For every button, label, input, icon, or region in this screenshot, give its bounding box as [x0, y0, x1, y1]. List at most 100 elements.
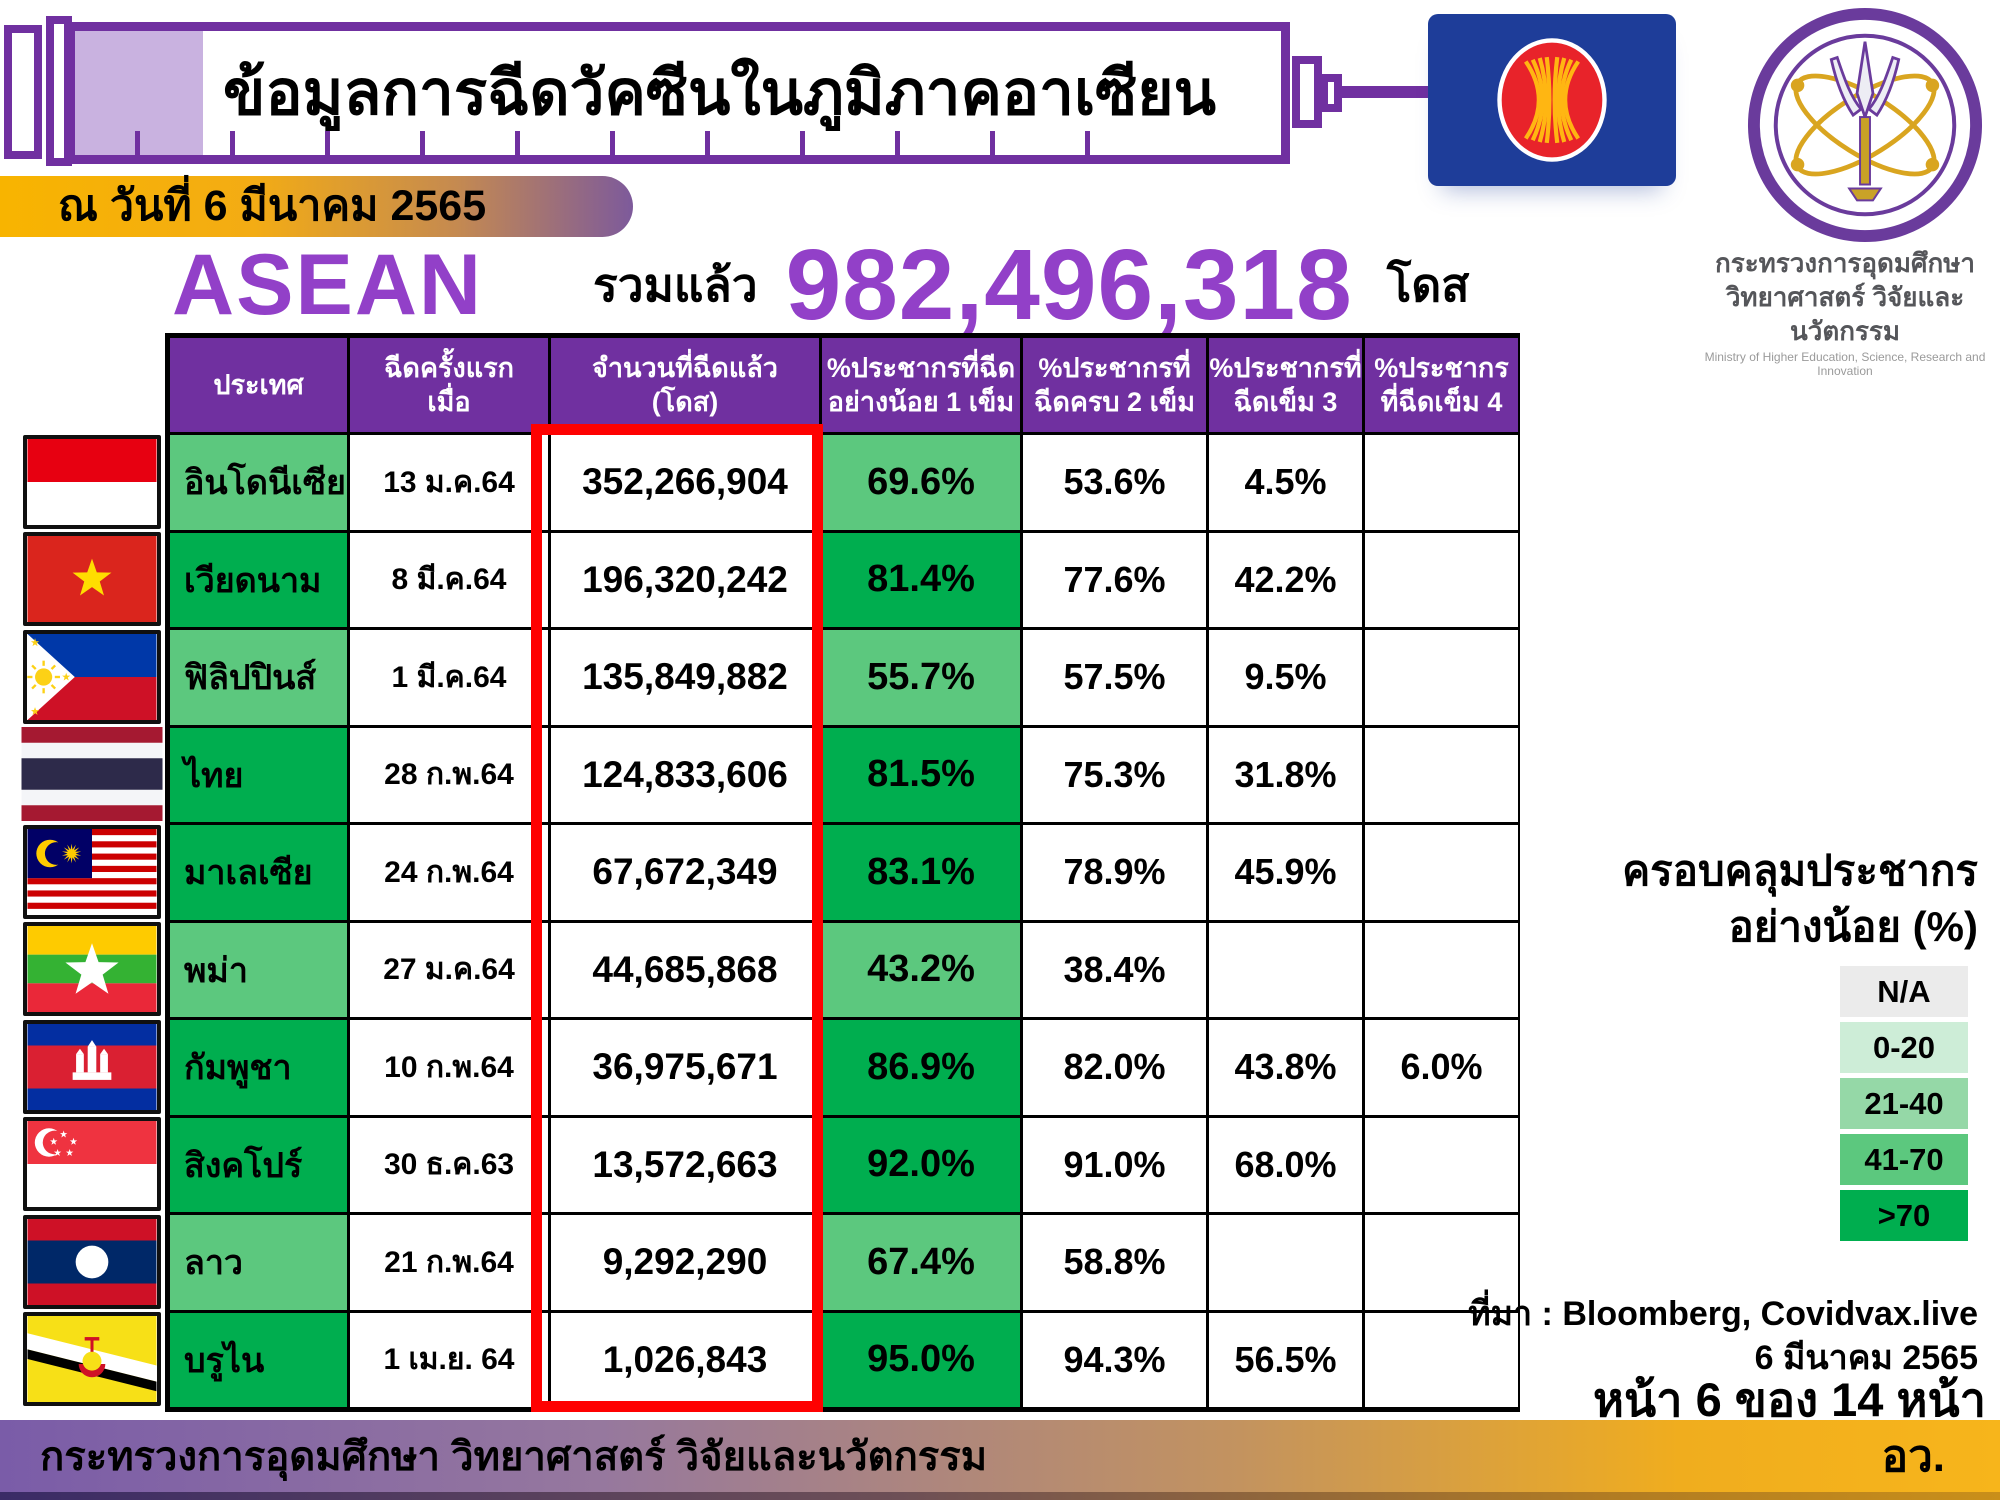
cell-country: ลาว: [170, 1215, 347, 1310]
cell-pct-1dose: 67.4%: [822, 1215, 1020, 1310]
cell-doses: 9,292,290: [551, 1215, 819, 1310]
cell-pct-3dose: 31.8%: [1209, 727, 1362, 822]
cell-pct-4dose: [1365, 1117, 1518, 1212]
cambodia-flag-icon: [22, 1018, 162, 1116]
cell-doses: 135,849,882: [551, 630, 819, 725]
cell-country: พม่า: [170, 922, 347, 1017]
cell-pct-4dose: [1365, 630, 1518, 725]
cell-first-date: 21 ก.พ.64: [350, 1215, 548, 1310]
asean-total-line: ASEAN รวมแล้ว 982,496,318 โดส: [172, 229, 1572, 341]
cell-doses: 352,266,904: [551, 435, 819, 530]
cell-pct-2dose: 57.5%: [1023, 630, 1206, 725]
cell-pct-2dose: 75.3%: [1023, 727, 1206, 822]
column-header-4: %ประชากรที่ ฉีดครบ 2 เข็ม: [1023, 338, 1206, 432]
legend-item-N/A: N/A: [1840, 966, 1968, 1017]
malaysia-flag: [23, 824, 161, 919]
legend-item-0-20: 0-20: [1840, 1022, 1968, 1073]
thailand-flag: [19, 727, 165, 822]
source-date: 6 มีนาคม 2565: [1754, 1339, 1978, 1377]
syringe-tick: [610, 131, 615, 155]
cell-pct-4dose: [1365, 825, 1518, 920]
cell-first-date: 28 ก.พ.64: [350, 727, 548, 822]
column-header-5: %ประชากรที่ ฉีดเข็ม 3: [1209, 338, 1362, 432]
cell-doses: 44,685,868: [551, 922, 819, 1017]
page-title: ข้อมูลการฉีดวัคซีนในภูมิภาคอาเซียน: [223, 59, 1216, 128]
cell-country: บรูไน: [170, 1312, 347, 1407]
total-prefix-label: รวมแล้ว: [593, 258, 758, 311]
myanmar-flag: [23, 922, 161, 1017]
syringe-needle-icon: [1340, 86, 1434, 98]
cell-pct-4dose: [1365, 532, 1518, 627]
syringe-tick: [420, 131, 425, 155]
total-doses-value: 982,496,318: [785, 228, 1353, 341]
legend-title-line2: อย่างน้อย (%): [1728, 903, 1978, 950]
cell-first-date: 30 ธ.ค.63: [350, 1117, 548, 1212]
cell-first-date: 1 มี.ค.64: [350, 630, 548, 725]
singapore-flag: [23, 1117, 161, 1212]
cell-pct-3dose: 4.5%: [1209, 435, 1362, 530]
as-of-date-badge: ณ วันที่ 6 มีนาคม 2565: [0, 176, 633, 237]
coverage-legend: N/A 0-20 21-40 41-70 >70: [1840, 966, 1968, 1246]
cell-pct-3dose: 68.0%: [1209, 1117, 1362, 1212]
legend-item-41-70: 41-70: [1840, 1134, 1968, 1185]
cell-pct-3dose: 56.5%: [1209, 1312, 1362, 1407]
cell-pct-1dose: 55.7%: [822, 630, 1020, 725]
cell-pct-1dose: 69.6%: [822, 435, 1020, 530]
cell-first-date: 13 ม.ค.64: [350, 435, 548, 530]
brunei-flag: [23, 1312, 161, 1407]
syringe-tick: [990, 131, 995, 155]
cell-country: เวียดนาม: [170, 532, 347, 627]
cell-pct-2dose: 77.6%: [1023, 532, 1206, 627]
syringe-plunger-rod-icon: [4, 25, 42, 159]
cell-pct-4dose: [1365, 922, 1518, 1017]
vietnam-flag: [23, 532, 161, 627]
cell-pct-3dose: [1209, 922, 1362, 1017]
cell-doses: 67,672,349: [551, 825, 819, 920]
cell-pct-2dose: 82.0%: [1023, 1020, 1206, 1115]
cell-country: กัมพูชา: [170, 1020, 347, 1115]
brunei-flag-icon: [22, 1311, 162, 1409]
ministry-name-th-line1: กระทรวงการอุดมศึกษา: [1715, 248, 1975, 278]
cell-pct-2dose: 94.3%: [1023, 1312, 1206, 1407]
cambodia-flag: [23, 1019, 161, 1114]
laos-flag: [23, 1214, 161, 1309]
cell-pct-3dose: 42.2%: [1209, 532, 1362, 627]
cell-first-date: 1 เม.ย. 64: [350, 1312, 548, 1407]
syringe-tick: [705, 131, 710, 155]
syringe-barrel-banner: ข้อมูลการฉีดวัคซีนในภูมิภาคอาเซียน: [66, 22, 1290, 164]
cell-pct-4dose: [1365, 727, 1518, 822]
syringe-needle-hub-icon: [1292, 56, 1322, 128]
source-line: ที่มา : Bloomberg, Covidvax.live: [1468, 1295, 1978, 1333]
cell-pct-4dose: [1365, 1312, 1518, 1407]
column-header-1: ฉีดครั้งแรก เมื่อ: [350, 338, 548, 432]
syringe-tick: [515, 131, 520, 155]
ministry-name-en: Ministry of Higher Education, Science, R…: [1704, 350, 1986, 378]
footer-ministry-abbr: อว.: [1881, 1432, 1945, 1481]
syringe-tick: [325, 131, 330, 155]
cell-first-date: 24 ก.พ.64: [350, 825, 548, 920]
malaysia-flag-icon: [22, 823, 162, 921]
syringe-tick: [135, 131, 140, 155]
indonesia-flag-icon: [22, 433, 162, 531]
total-doses-unit: โดส: [1386, 258, 1470, 311]
cell-first-date: 27 ม.ค.64: [350, 922, 548, 1017]
cell-pct-3dose: [1209, 1215, 1362, 1310]
column-header-0: ประเทศ: [170, 338, 347, 432]
cell-pct-2dose: 38.4%: [1023, 922, 1206, 1017]
cell-country: มาเลเซีย: [170, 825, 347, 920]
cell-pct-1dose: 83.1%: [822, 825, 1020, 920]
cell-country: สิงคโปร์: [170, 1117, 347, 1212]
legend-item->70: >70: [1840, 1190, 1968, 1241]
cell-pct-4dose: [1365, 1215, 1518, 1310]
cell-pct-1dose: 92.0%: [822, 1117, 1020, 1212]
cell-first-date: 8 มี.ค.64: [350, 532, 548, 627]
cell-pct-4dose: [1365, 435, 1518, 530]
syringe-tick: [1085, 131, 1090, 155]
asean-flag-icon: [1428, 14, 1676, 186]
cell-pct-1dose: 86.9%: [822, 1020, 1020, 1115]
laos-flag-icon: [22, 1213, 162, 1311]
cell-country: ฟิลิปปินส์: [170, 630, 347, 725]
mhesi-wordmark: กระทรวงการอุดมศึกษา วิทยาศาสตร์ วิจัยและ…: [1690, 246, 2000, 378]
mhesi-logo-icon: [1742, 6, 1988, 244]
